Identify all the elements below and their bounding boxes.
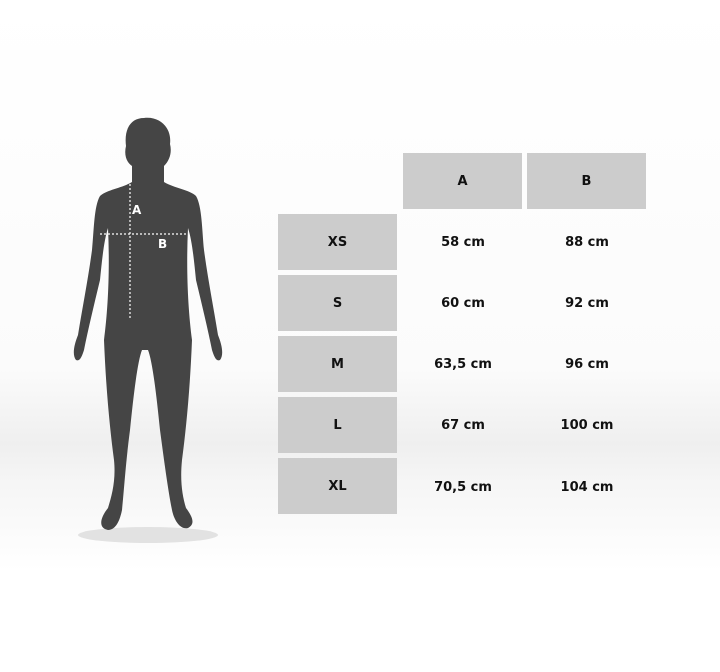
value-a: 63,5 cm	[434, 357, 492, 372]
size-label: S	[278, 275, 397, 331]
value-a: 67 cm	[441, 418, 485, 433]
value-b: 104 cm	[560, 480, 614, 495]
size-label: XS	[278, 214, 397, 270]
value-a: 60 cm	[441, 296, 485, 311]
body-silhouette-figure: A B	[60, 110, 240, 560]
value-a: 70,5 cm	[434, 480, 492, 495]
label-b: B	[158, 237, 167, 251]
value-b: 92 cm	[565, 296, 609, 311]
value-b: 96 cm	[565, 357, 609, 372]
floor-shadow	[78, 527, 218, 543]
value-b: 100 cm	[560, 418, 614, 433]
size-label: M	[278, 336, 397, 392]
column-header-b: B	[527, 153, 646, 209]
silhouette	[73, 117, 223, 530]
value-a: 58 cm	[441, 235, 485, 250]
label-a: A	[132, 203, 142, 217]
size-label: L	[278, 397, 397, 453]
value-b: 88 cm	[565, 235, 609, 250]
column-header-a: A	[403, 153, 522, 209]
size-label: XL	[278, 458, 397, 514]
